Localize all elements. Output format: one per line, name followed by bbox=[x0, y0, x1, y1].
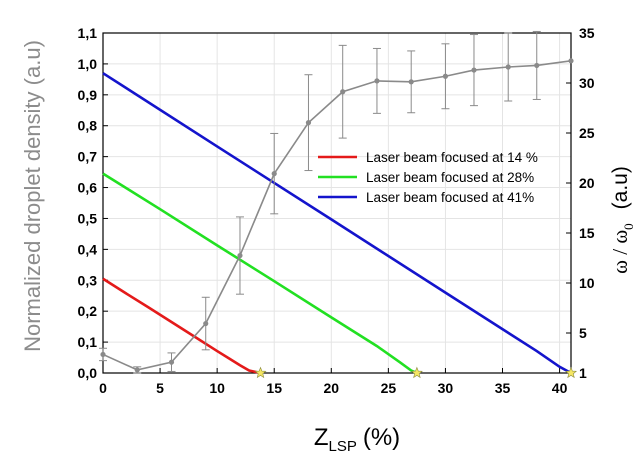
y-right-axis-label: ω / ω0(a.u) bbox=[608, 166, 635, 274]
droplet-density-point bbox=[374, 78, 380, 84]
y-left-tick-label: 0,1 bbox=[78, 334, 98, 350]
droplet-density-point bbox=[534, 62, 540, 69]
series-1-line bbox=[102, 277, 261, 375]
y-right-tick-label: 15 bbox=[579, 225, 595, 241]
x-tick-label: 25 bbox=[381, 380, 397, 396]
legend-label: Laser beam focused at 14 % bbox=[366, 150, 538, 165]
x-tick-label: 35 bbox=[495, 380, 511, 396]
y-left-tick-label: 0,6 bbox=[78, 180, 98, 196]
droplet-density-point bbox=[100, 351, 106, 358]
y-right-tick-label: 5 bbox=[579, 325, 587, 341]
y-left-tick-label: 1,1 bbox=[78, 25, 98, 41]
y-right-tick-label: 1 bbox=[579, 365, 587, 381]
droplet-density-point bbox=[408, 79, 414, 85]
x-axis-label: ZLSP (%) bbox=[314, 424, 400, 453]
x-tick-label: 20 bbox=[324, 380, 340, 396]
star-marker bbox=[254, 366, 267, 379]
legend: Laser beam focused at 14 % Laser beam foc… bbox=[318, 150, 538, 205]
y-left-tick-label: 0,7 bbox=[78, 149, 98, 165]
x-tick-label: 0 bbox=[99, 380, 107, 396]
y-right-tick-label: 35 bbox=[579, 25, 595, 41]
droplet-density-point bbox=[568, 58, 574, 64]
droplet-density-point bbox=[505, 64, 511, 70]
series-2-line bbox=[102, 172, 418, 375]
droplet-density-point bbox=[134, 367, 140, 373]
series-3-line bbox=[102, 72, 572, 375]
series-layer bbox=[99, 30, 578, 379]
y-left-tick-label: 0,4 bbox=[78, 241, 98, 257]
x-tick-label: 15 bbox=[266, 380, 282, 396]
y-left-tick-label: 0,3 bbox=[78, 272, 98, 288]
y-right-tick-label: 25 bbox=[579, 125, 595, 141]
y-left-tick-label: 1,0 bbox=[78, 56, 98, 72]
y-left-axis-label: Normalized droplet density (a.u) bbox=[20, 40, 45, 352]
y-left-tick-label: 0,2 bbox=[78, 303, 98, 319]
droplet-density-point bbox=[471, 67, 477, 73]
y-right-tick-label: 20 bbox=[579, 175, 595, 191]
droplet-density-point bbox=[340, 89, 346, 95]
axis-ticks: 0 5 10 15 20 25 30 35 400,00,10,20,30,40,50,60,7… bbox=[78, 25, 595, 396]
droplet-density-point bbox=[237, 252, 243, 259]
star-marker bbox=[410, 366, 423, 379]
x-tick-label: 5 bbox=[156, 380, 164, 396]
plot-frame bbox=[102, 32, 572, 374]
star-marker bbox=[564, 366, 578, 379]
y-left-tick-label: 0,5 bbox=[78, 210, 98, 226]
x-tick-label: 40 bbox=[552, 380, 568, 396]
x-tick-label: 10 bbox=[209, 380, 225, 396]
legend-label: Laser beam focused at 41% bbox=[366, 190, 534, 205]
y-left-tick-label: 0,8 bbox=[78, 118, 98, 134]
droplet-density-point bbox=[168, 359, 175, 365]
x-tick-label: 30 bbox=[438, 380, 454, 396]
droplet-density-point bbox=[203, 320, 209, 327]
droplet-density-point bbox=[442, 73, 449, 79]
y-left-tick-label: 0,9 bbox=[78, 87, 98, 103]
y-right-tick-label: 30 bbox=[579, 75, 595, 91]
y-right-tick-label: 10 bbox=[579, 275, 595, 291]
legend-label: Laser beam focused at 28% bbox=[366, 170, 534, 185]
droplet-density-point bbox=[271, 171, 277, 177]
y-left-tick-label: 0,0 bbox=[78, 365, 98, 381]
droplet-density-point bbox=[305, 120, 312, 126]
